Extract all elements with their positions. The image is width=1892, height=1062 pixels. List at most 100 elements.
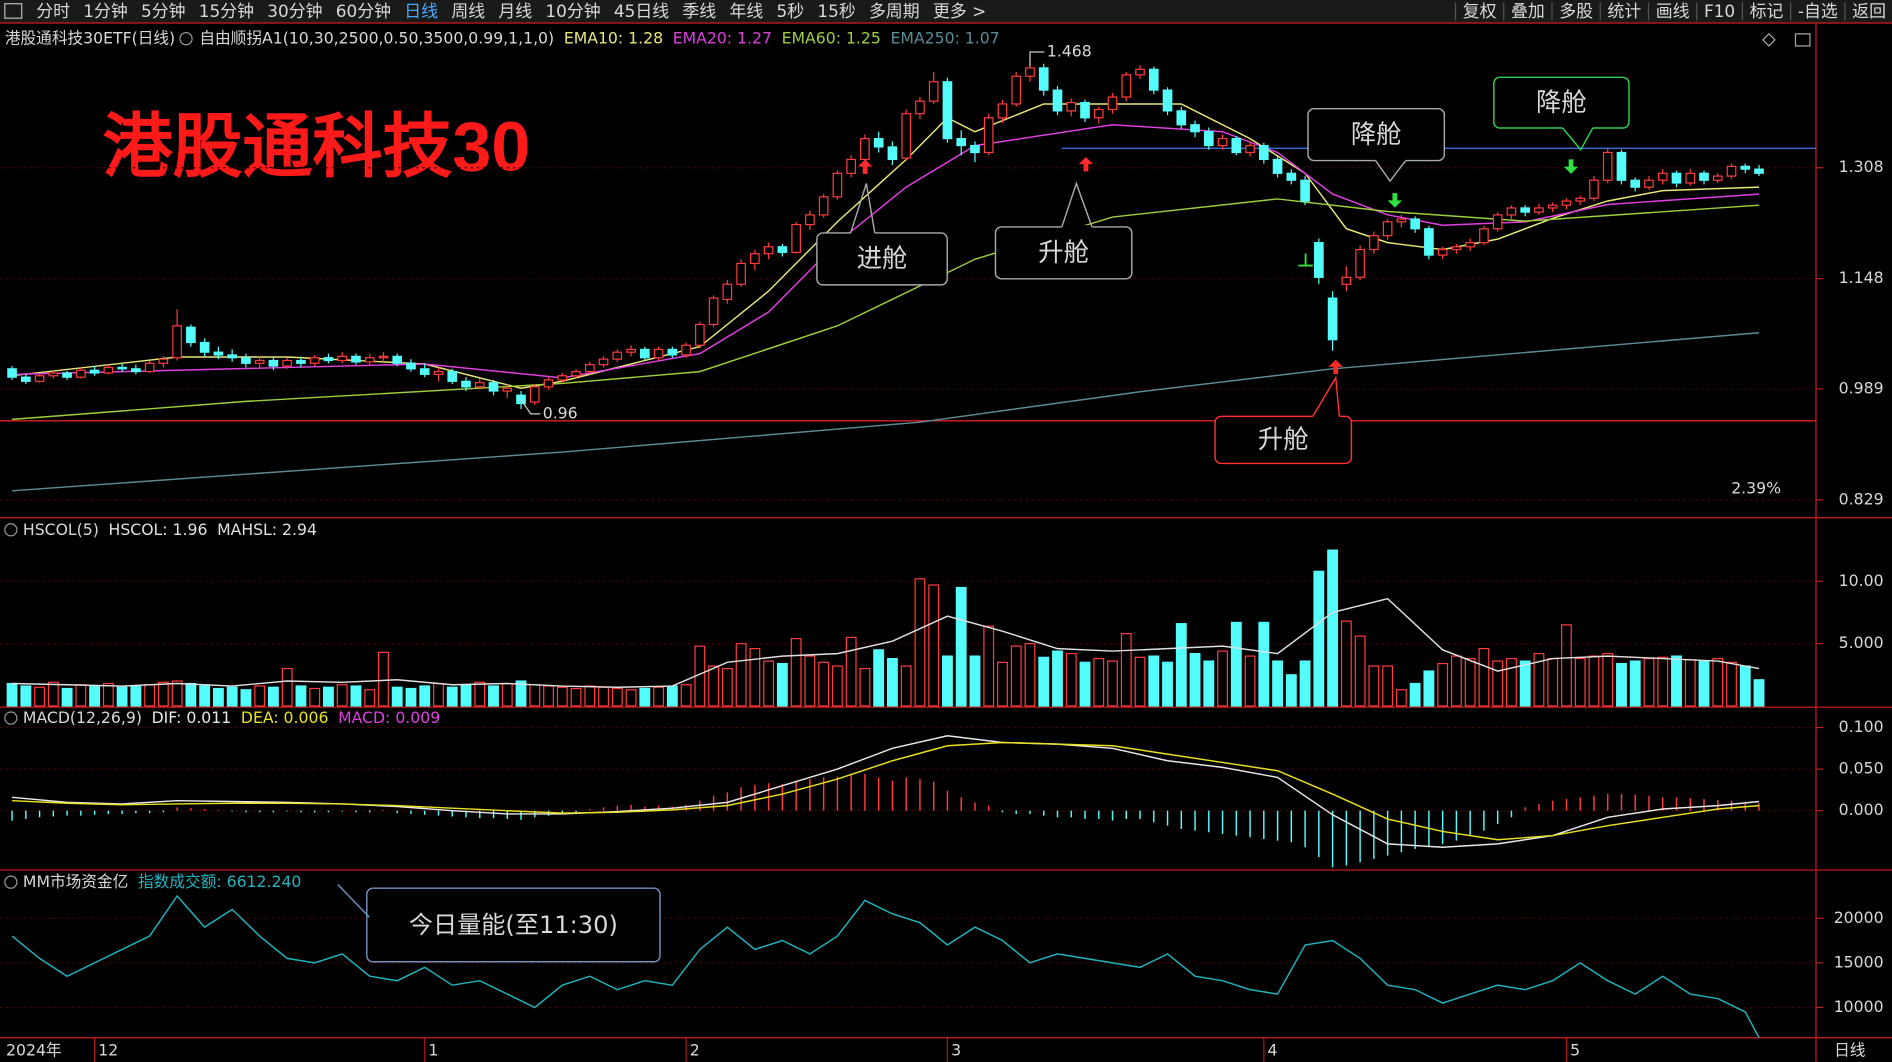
candle-body xyxy=(1107,96,1118,111)
candle-body xyxy=(1203,131,1214,147)
candle-body xyxy=(1685,172,1696,184)
toolbar-tab[interactable]: 15分钟 xyxy=(199,1,254,21)
signal-arrow xyxy=(857,159,873,174)
callout-pointer xyxy=(1374,160,1407,183)
toolbar-tab[interactable]: 日线 xyxy=(404,1,438,21)
toolbar-tab[interactable]: 多周期 xyxy=(869,1,920,21)
toolbar-icon[interactable] xyxy=(4,3,23,19)
callout-pointer xyxy=(337,884,370,918)
candle-body xyxy=(378,355,389,359)
volume-bar xyxy=(1038,656,1050,707)
volume-bar xyxy=(240,689,252,707)
candle-body xyxy=(997,103,1008,119)
toolbar-tab[interactable]: 45日线 xyxy=(614,1,669,21)
volume-bar xyxy=(556,686,568,707)
candle-body xyxy=(227,354,237,359)
candle-body xyxy=(1699,172,1709,181)
toolbar-button[interactable]: 复权 xyxy=(1463,1,1497,21)
candle-body xyxy=(62,372,72,378)
toolbar-tab[interactable]: 5分钟 xyxy=(141,1,186,21)
toolbar-tab[interactable]: 周线 xyxy=(451,1,485,21)
signal-arrow xyxy=(1387,193,1403,208)
dea-line xyxy=(12,741,1760,841)
icon[interactable] xyxy=(1794,33,1811,47)
volume-bar xyxy=(1629,660,1641,707)
volume-bar xyxy=(763,660,775,707)
candle-body xyxy=(695,323,705,346)
toolbar-tab[interactable]: 30分钟 xyxy=(267,1,322,21)
toolbar-button[interactable]: -自选 xyxy=(1798,1,1838,21)
candle-body xyxy=(1066,101,1077,112)
volume-bar xyxy=(997,661,1008,707)
volume-bar xyxy=(1065,652,1077,707)
candle-body xyxy=(1190,124,1200,133)
signal-arrow xyxy=(1078,156,1094,172)
icon[interactable] xyxy=(1762,33,1776,47)
y-tick-label: 20000 xyxy=(1834,908,1884,927)
volume-bar xyxy=(1010,645,1022,707)
volume-bar xyxy=(1478,648,1490,707)
toolbar-button[interactable]: 画线 xyxy=(1656,1,1690,21)
toolbar-button[interactable]: 叠加 xyxy=(1511,1,1545,21)
volume-bar xyxy=(653,686,665,707)
candle-body xyxy=(805,214,815,226)
high-label: 1.468 xyxy=(1047,41,1092,60)
candle-body xyxy=(282,359,293,367)
toolbar-tab[interactable]: 10分钟 xyxy=(545,1,600,21)
toolbar-button[interactable]: 返回 xyxy=(1852,1,1886,21)
volume-bar xyxy=(1052,650,1063,707)
toolbar-button[interactable]: 统计 xyxy=(1607,1,1641,21)
volume-bar xyxy=(1561,624,1572,707)
volume-bar xyxy=(1175,623,1187,707)
volume-bar xyxy=(1423,670,1435,707)
volume-bar xyxy=(776,662,788,707)
candle-body xyxy=(1410,218,1420,230)
volume-bar xyxy=(955,586,967,707)
header-item: MAHSL: 2.94 xyxy=(217,519,317,538)
toolbar-tab[interactable]: 1分钟 xyxy=(83,1,128,21)
candle-body xyxy=(76,369,86,378)
toolbar-tab[interactable]: 年线 xyxy=(729,1,763,21)
candle-body xyxy=(1754,168,1764,174)
toolbar-tab[interactable]: 15秒 xyxy=(817,1,855,21)
volume-bar xyxy=(873,649,885,707)
toolbar-button[interactable]: 多股 xyxy=(1559,1,1593,21)
candle-body xyxy=(323,357,334,362)
header-item: EMA10: 1.28 xyxy=(564,28,663,47)
candle-body xyxy=(942,81,953,140)
candle-body xyxy=(1300,179,1310,202)
volume-bar xyxy=(969,655,981,707)
volume-bar xyxy=(1354,635,1366,707)
volume-bar xyxy=(1162,661,1173,707)
toolbar-tab[interactable]: 月线 xyxy=(498,1,532,21)
volume-bar xyxy=(446,686,458,707)
candle-body xyxy=(488,382,499,392)
callout-text: 今日量能(至11:30) xyxy=(409,911,618,939)
toolbar-tab[interactable]: 60分钟 xyxy=(336,1,391,21)
candle-body xyxy=(268,359,279,367)
callout-text: 降舱 xyxy=(1351,119,1402,149)
candle-body xyxy=(1011,75,1022,105)
callout-pointer xyxy=(1312,375,1341,417)
toolbar-tab[interactable]: 季线 xyxy=(682,1,716,21)
callout-text: 进舱 xyxy=(857,243,908,273)
ma-line xyxy=(12,597,1760,688)
toolbar-tab[interactable]: 更多 > xyxy=(933,1,986,21)
volume-bar xyxy=(1107,660,1118,707)
toolbar-tab[interactable]: 分时 xyxy=(36,1,70,21)
candle-body xyxy=(20,376,31,382)
volume-bar xyxy=(1285,674,1297,707)
volume-bar xyxy=(89,685,101,707)
header-item: HSCOL(5) xyxy=(23,519,99,538)
turnover-line xyxy=(11,894,1760,1039)
y-tick-label: 10000 xyxy=(1834,997,1884,1016)
toolbar-button[interactable]: F10 xyxy=(1704,1,1735,21)
volume-bar xyxy=(20,685,32,707)
header-item: EMA60: 1.25 xyxy=(782,28,881,47)
toolbar-button[interactable]: 标记 xyxy=(1750,1,1784,21)
candle-body xyxy=(34,375,45,382)
volume-bar xyxy=(199,685,211,707)
candle-body xyxy=(983,117,994,154)
toolbar-tab[interactable]: 5秒 xyxy=(777,1,805,21)
